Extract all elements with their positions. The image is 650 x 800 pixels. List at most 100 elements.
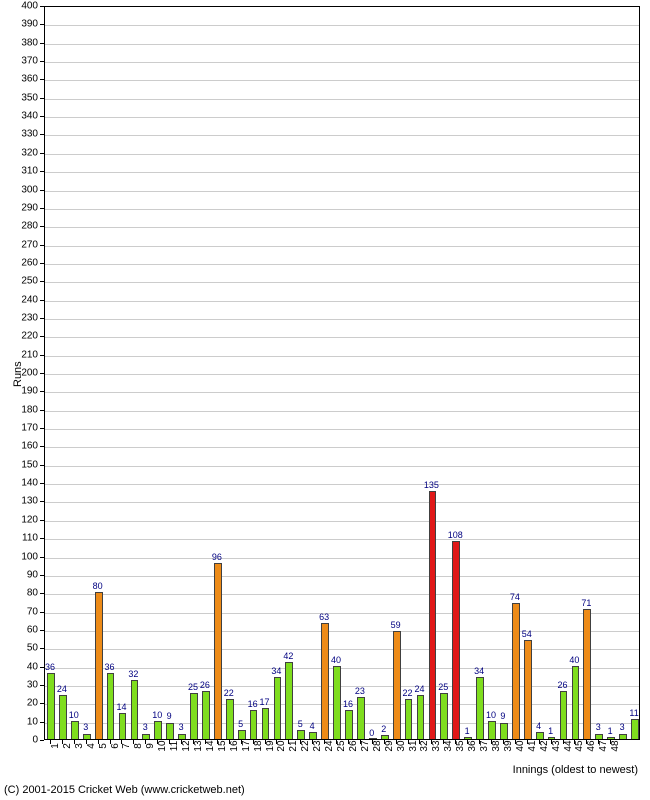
x-axis-title: Innings (oldest to newest) bbox=[513, 764, 638, 776]
bar bbox=[154, 721, 162, 739]
y-tick-label: 210 bbox=[16, 349, 38, 360]
x-tick-label: 45 bbox=[574, 740, 585, 751]
x-tick-mark bbox=[443, 740, 444, 744]
y-tick-label: 90 bbox=[16, 569, 38, 580]
x-tick-label: 15 bbox=[217, 740, 228, 751]
bar-value-label: 10 bbox=[69, 710, 79, 720]
bar-value-label: 3 bbox=[83, 722, 88, 732]
y-tick-mark bbox=[40, 410, 44, 411]
bar-value-label: 40 bbox=[331, 655, 341, 665]
y-tick-label: 70 bbox=[16, 606, 38, 617]
y-tick-mark bbox=[40, 190, 44, 191]
y-tick-mark bbox=[40, 520, 44, 521]
x-tick-label: 14 bbox=[205, 740, 216, 751]
bar-value-label: 24 bbox=[57, 684, 67, 694]
plot-area bbox=[44, 6, 640, 740]
y-tick-mark bbox=[40, 446, 44, 447]
bar bbox=[464, 737, 472, 739]
bar-value-label: 5 bbox=[298, 719, 303, 729]
x-tick-label: 31 bbox=[408, 740, 419, 751]
bar-value-label: 24 bbox=[414, 684, 424, 694]
gridline bbox=[45, 246, 639, 247]
y-tick-mark bbox=[40, 355, 44, 356]
bar-value-label: 2 bbox=[381, 724, 386, 734]
y-tick-mark bbox=[40, 575, 44, 576]
y-tick-label: 330 bbox=[16, 129, 38, 140]
x-tick-label: 36 bbox=[467, 740, 478, 751]
x-tick-mark bbox=[133, 740, 134, 744]
gridline bbox=[45, 374, 639, 375]
y-tick-label: 120 bbox=[16, 514, 38, 525]
y-tick-mark bbox=[40, 226, 44, 227]
y-tick-mark bbox=[40, 373, 44, 374]
y-tick-label: 370 bbox=[16, 56, 38, 67]
bar-value-label: 22 bbox=[403, 688, 413, 698]
x-tick-label: 13 bbox=[193, 740, 204, 751]
y-tick-mark bbox=[40, 208, 44, 209]
x-tick-label: 12 bbox=[181, 740, 192, 751]
bar bbox=[285, 662, 293, 739]
y-tick-mark bbox=[40, 171, 44, 172]
x-tick-mark bbox=[408, 740, 409, 744]
x-tick-mark bbox=[253, 740, 254, 744]
y-tick-label: 400 bbox=[16, 1, 38, 12]
y-tick-mark bbox=[40, 318, 44, 319]
x-tick-label: 22 bbox=[300, 740, 311, 751]
bar bbox=[369, 738, 377, 739]
x-tick-mark bbox=[193, 740, 194, 744]
y-tick-mark bbox=[40, 428, 44, 429]
y-tick-mark bbox=[40, 263, 44, 264]
x-tick-mark bbox=[181, 740, 182, 744]
x-tick-mark bbox=[384, 740, 385, 744]
gridline bbox=[45, 135, 639, 136]
x-tick-mark bbox=[574, 740, 575, 744]
x-tick-label: 32 bbox=[419, 740, 430, 751]
x-tick-label: 16 bbox=[229, 740, 240, 751]
y-tick-mark bbox=[40, 740, 44, 741]
y-tick-mark bbox=[40, 612, 44, 613]
y-tick-label: 160 bbox=[16, 441, 38, 452]
x-tick-mark bbox=[610, 740, 611, 744]
x-tick-label: 44 bbox=[563, 740, 574, 751]
bar-value-label: 54 bbox=[522, 629, 532, 639]
y-tick-mark bbox=[40, 116, 44, 117]
bar bbox=[321, 623, 329, 739]
y-tick-label: 230 bbox=[16, 312, 38, 323]
bar-value-label: 40 bbox=[569, 655, 579, 665]
x-tick-label: 8 bbox=[133, 743, 144, 749]
y-tick-mark bbox=[40, 245, 44, 246]
x-tick-mark bbox=[62, 740, 63, 744]
x-tick-mark bbox=[598, 740, 599, 744]
x-tick-mark bbox=[527, 740, 528, 744]
x-tick-mark bbox=[98, 740, 99, 744]
gridline bbox=[45, 25, 639, 26]
y-tick-label: 0 bbox=[16, 735, 38, 746]
bar-value-label: 16 bbox=[248, 699, 258, 709]
bar bbox=[309, 732, 317, 739]
y-tick-mark bbox=[40, 722, 44, 723]
bar bbox=[607, 737, 615, 739]
x-tick-label: 6 bbox=[110, 743, 121, 749]
y-tick-mark bbox=[40, 79, 44, 80]
x-tick-label: 25 bbox=[336, 740, 347, 751]
y-tick-label: 130 bbox=[16, 496, 38, 507]
bar bbox=[71, 721, 79, 739]
bar bbox=[440, 693, 448, 739]
y-tick-label: 150 bbox=[16, 459, 38, 470]
bar bbox=[631, 719, 639, 739]
bar bbox=[619, 734, 627, 740]
x-tick-mark bbox=[360, 740, 361, 744]
bar-value-label: 135 bbox=[424, 480, 439, 490]
y-tick-label: 140 bbox=[16, 478, 38, 489]
x-tick-mark bbox=[205, 740, 206, 744]
y-tick-mark bbox=[40, 98, 44, 99]
gridline bbox=[45, 631, 639, 632]
y-tick-label: 340 bbox=[16, 111, 38, 122]
gridline bbox=[45, 227, 639, 228]
bar bbox=[572, 666, 580, 739]
x-tick-mark bbox=[324, 740, 325, 744]
bar-value-label: 11 bbox=[629, 708, 638, 718]
x-tick-mark bbox=[503, 740, 504, 744]
y-tick-label: 250 bbox=[16, 276, 38, 287]
y-tick-label: 390 bbox=[16, 19, 38, 30]
